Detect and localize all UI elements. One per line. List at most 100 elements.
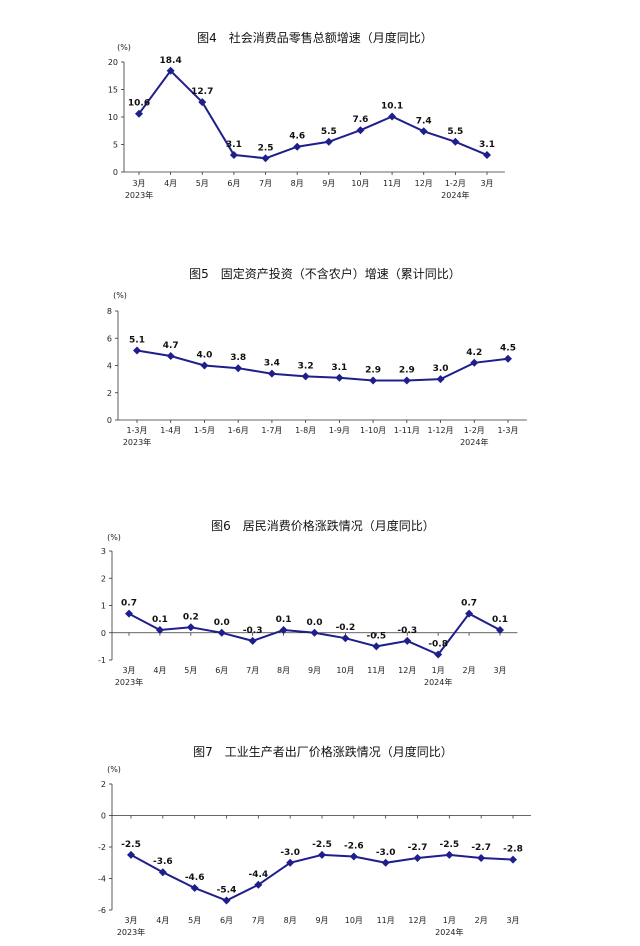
- x-tick-label: 4月: [164, 179, 177, 188]
- x-tick-label: 1-3月: [497, 426, 518, 435]
- data-label: -0.8: [428, 640, 448, 650]
- data-label: -4.4: [248, 870, 268, 880]
- x-tick-label: 1-8月: [295, 426, 316, 435]
- data-point-marker: [166, 66, 175, 75]
- data-point-marker: [509, 855, 517, 864]
- year-label: 2023年: [123, 437, 151, 447]
- x-tick-label: 2月: [475, 916, 488, 925]
- x-tick-label: 9月: [308, 666, 321, 675]
- data-label: -2.5: [439, 840, 459, 850]
- x-tick-label: 3月: [124, 916, 137, 925]
- data-label: -4.6: [185, 873, 205, 883]
- x-tick-label: 12月: [408, 916, 426, 925]
- y-tick-label: -2: [98, 843, 106, 852]
- x-tick-label: 4月: [153, 666, 166, 675]
- data-point-marker: [496, 626, 504, 635]
- series-line: [138, 69, 488, 160]
- data-label: -2.5: [121, 840, 141, 850]
- data-label: 5.5: [447, 127, 463, 137]
- x-tick-label: 11月: [367, 666, 385, 675]
- unit-label: (%): [117, 43, 131, 52]
- data-label: -0.3: [243, 626, 263, 636]
- data-point-marker: [186, 623, 195, 632]
- x-tick-label: 1-2月: [464, 426, 485, 435]
- data-point-marker: [349, 852, 358, 861]
- x-tick-label: 10月: [351, 179, 369, 188]
- data-label: -3.0: [376, 848, 396, 858]
- x-tick-label: 11月: [383, 179, 401, 188]
- data-point-marker: [388, 112, 397, 121]
- x-tick-label: 8月: [277, 666, 290, 675]
- data-point-marker: [324, 137, 333, 146]
- data-label: 3.1: [226, 140, 242, 150]
- unit-label: (%): [107, 533, 121, 542]
- x-tick-label: 3月: [506, 916, 519, 925]
- x-tick-label: 10月: [336, 666, 354, 675]
- x-tick-label: 1-9月: [329, 426, 350, 435]
- data-label: 2.9: [399, 365, 415, 375]
- data-label: 0.0: [214, 618, 230, 628]
- data-label: -0.2: [336, 623, 356, 633]
- x-tick-label: 8月: [291, 179, 304, 188]
- year-label: 2024年: [460, 437, 488, 447]
- data-label: 7.4: [416, 116, 432, 126]
- data-label: 0.1: [276, 615, 292, 625]
- x-tick-label: 9月: [315, 916, 328, 925]
- x-tick-label: 6月: [227, 179, 240, 188]
- data-point-marker: [419, 127, 428, 136]
- data-point-marker: [286, 858, 295, 867]
- x-tick-label: 5月: [188, 916, 201, 925]
- data-label: -0.3: [397, 626, 417, 636]
- data-label: 4.7: [163, 341, 179, 351]
- data-label: 4.0: [196, 351, 212, 361]
- y-tick-label: 0: [107, 416, 112, 425]
- data-point-marker: [434, 650, 443, 659]
- x-tick-label: 1-7月: [261, 426, 282, 435]
- x-tick-label: 7月: [246, 666, 259, 675]
- x-tick-label: 1-2月: [445, 179, 466, 188]
- x-tick-label: 10月: [345, 916, 363, 925]
- year-label: 2023年: [125, 190, 153, 200]
- x-tick-label: 5月: [196, 179, 209, 188]
- data-point-marker: [261, 154, 270, 163]
- y-tick-label: 0: [101, 812, 106, 821]
- data-label: -2.8: [503, 845, 523, 855]
- data-point-marker: [229, 150, 238, 159]
- x-tick-label: 3月: [480, 179, 493, 188]
- x-tick-label: 1-12月: [427, 426, 453, 435]
- chart-5-title: 图5 固定资产投资（不含农户）增速（累计同比）: [189, 266, 461, 281]
- x-tick-label: 1-11月: [394, 426, 420, 435]
- data-label: 4.2: [466, 348, 482, 358]
- year-label: 2024年: [441, 190, 469, 200]
- data-point-marker: [234, 364, 243, 373]
- data-point-marker: [335, 373, 344, 382]
- data-label: 5.1: [129, 336, 145, 346]
- data-label: 3.4: [264, 359, 280, 369]
- y-tick-label: 0: [101, 629, 106, 638]
- data-label: 10.1: [381, 101, 403, 111]
- data-point-marker: [318, 850, 326, 859]
- data-label: 3.1: [331, 363, 347, 373]
- x-tick-label: 5月: [184, 666, 197, 675]
- data-point-marker: [200, 361, 209, 370]
- x-tick-label: 2月: [463, 666, 476, 675]
- data-point-marker: [293, 142, 302, 151]
- data-label: 12.7: [191, 87, 213, 97]
- data-point-marker: [445, 850, 454, 859]
- data-point-marker: [135, 109, 143, 118]
- data-point-marker: [402, 376, 411, 385]
- x-tick-label: 12月: [415, 179, 433, 188]
- year-label: 2024年: [424, 677, 452, 687]
- x-tick-label: 9月: [322, 179, 335, 188]
- data-point-marker: [279, 626, 288, 635]
- x-tick-label: 1-3月: [126, 426, 147, 435]
- data-label: 0.7: [461, 599, 477, 609]
- data-label: -2.7: [471, 843, 491, 853]
- x-tick-label: 1月: [432, 666, 445, 675]
- data-point-marker: [267, 369, 276, 378]
- y-tick-label: 20: [108, 58, 118, 67]
- unit-label: (%): [107, 765, 121, 774]
- unit-label: (%): [113, 291, 127, 300]
- y-tick-label: 2: [101, 574, 106, 583]
